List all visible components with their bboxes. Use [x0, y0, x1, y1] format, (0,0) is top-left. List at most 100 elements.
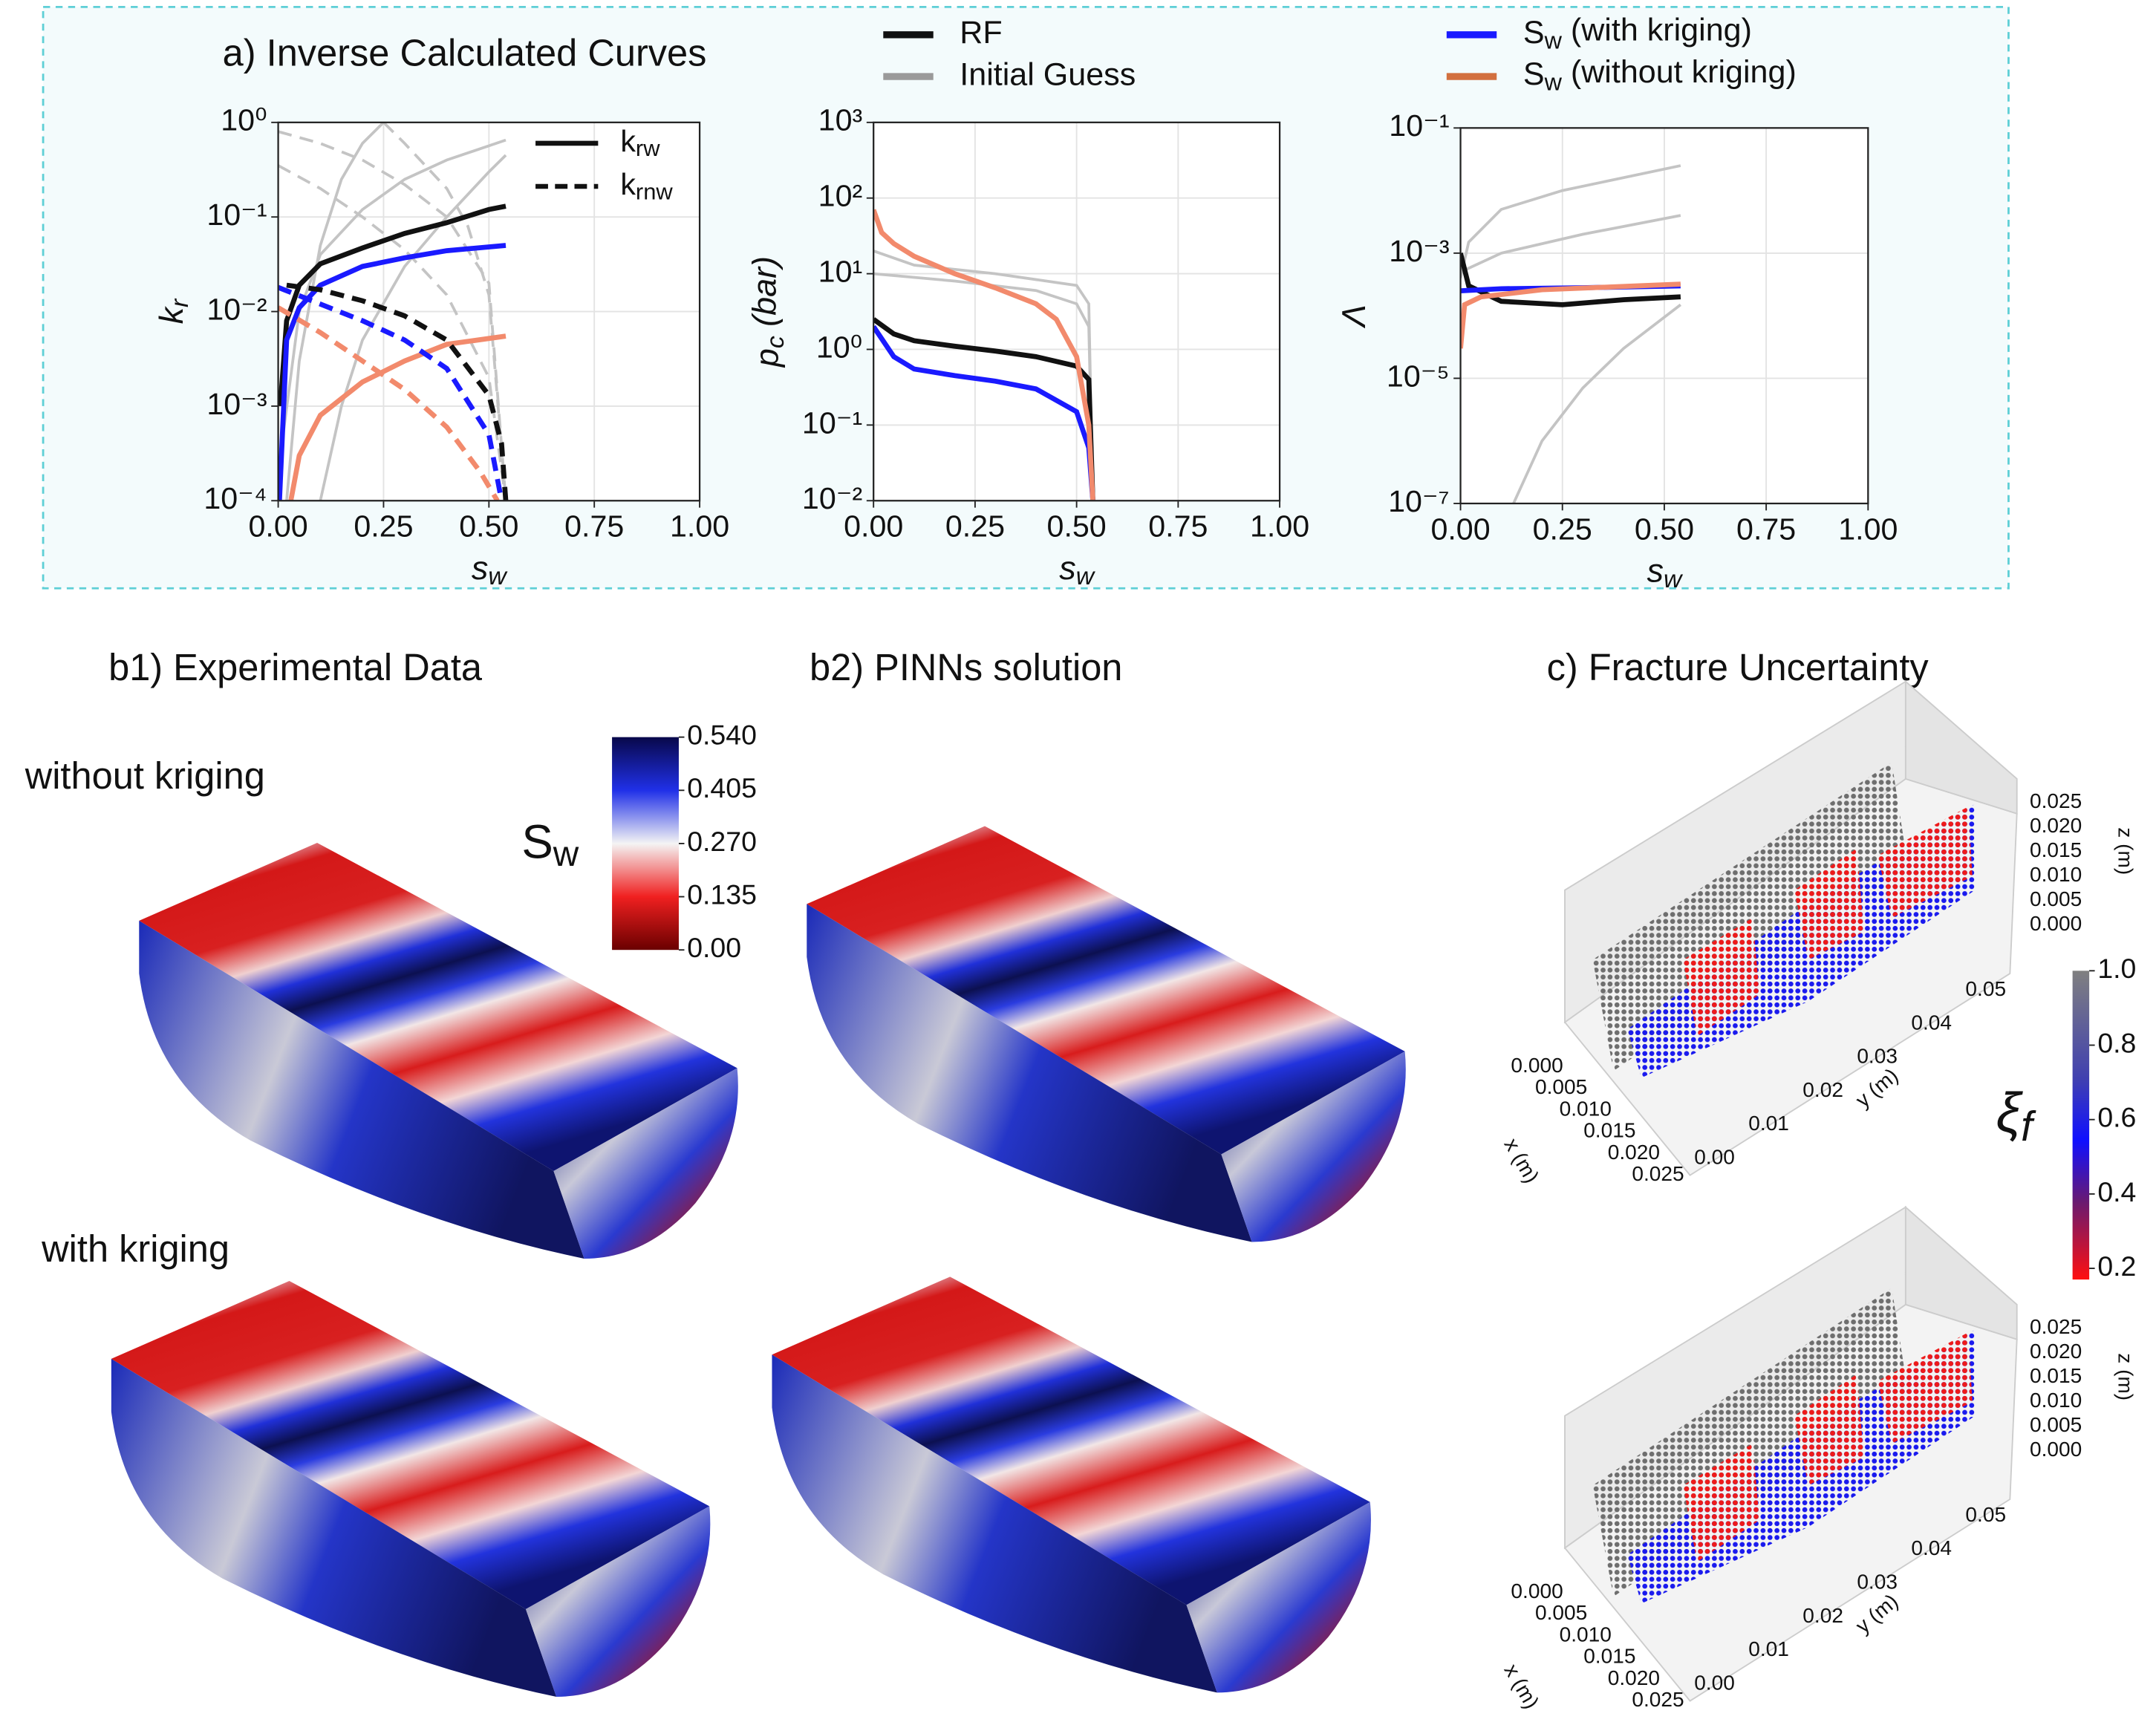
axis3d-tick-label: 0.005	[2030, 887, 2082, 910]
x-tick-label: 0.75	[564, 509, 624, 544]
colorbar-label-part: S	[521, 816, 553, 869]
axis3d-tick-label: 0.000	[1511, 1579, 1563, 1602]
y-tick-label: 10⁻³	[1389, 234, 1449, 268]
axis3d-tick-label: 0.010	[1560, 1623, 1612, 1646]
y-axis-label: kr	[152, 298, 194, 324]
series-line	[278, 203, 507, 407]
axis3d-label: z (m)	[2114, 1353, 2137, 1400]
axis3d-tick-label: 0.005	[1535, 1075, 1587, 1098]
x-tick-label: 0.25	[354, 509, 413, 544]
colorbar-tick-label: 0.540	[687, 720, 757, 751]
plot-frame	[277, 121, 701, 502]
colorbar-tick-label: 1.0	[2097, 953, 2136, 984]
legend-label-part: (with kriging)	[1562, 13, 1752, 48]
series-line	[278, 284, 504, 501]
panel-title: b1) Experimental Data	[108, 646, 483, 688]
axis3d-label: z (m)	[2114, 827, 2137, 875]
legend-label-part: rw	[636, 135, 660, 161]
colorbar-label-part: f	[2021, 1103, 2036, 1150]
axis3d-tick-label: 0.015	[1583, 1645, 1635, 1668]
colorbar-tick-label: 0.2	[2097, 1250, 2136, 1282]
series-line	[382, 122, 507, 501]
series-line	[278, 164, 507, 501]
series-group	[873, 209, 1095, 501]
x-tick-label: 0.50	[459, 509, 518, 544]
x-tick-label: 0.75	[1736, 512, 1796, 546]
axis3d-tick-label: 0.05	[1965, 1503, 2006, 1526]
series-line	[1460, 164, 1681, 278]
x-axis-label-part: w	[488, 562, 508, 590]
axis3d-tick-label: 0.020	[2030, 1340, 2082, 1363]
x-axis-label-part: s	[472, 549, 488, 587]
legend-label-part: (without kriging)	[1562, 54, 1797, 90]
y-tick-label: 10⁻¹	[802, 405, 862, 440]
row-label: with kriging	[41, 1227, 229, 1270]
y-tick-label: 10³	[818, 103, 863, 137]
axis3d-tick-label: 0.05	[1965, 977, 2006, 1000]
axis3d-tick-label: 0.03	[1857, 1571, 1898, 1594]
y-axis-label-part: r	[166, 298, 194, 307]
x-axis-label-part: s	[1647, 552, 1664, 590]
x-tick-label: 1.00	[1250, 509, 1309, 544]
legend-label: Initial Guess	[960, 56, 1136, 92]
axis3d-label: y (m)	[1852, 1589, 1903, 1637]
axis3d-tick-label: 0.010	[2030, 1389, 2082, 1412]
x-tick-label: 0.25	[1533, 512, 1592, 546]
legend-label: RF	[960, 15, 1002, 50]
y-axis-label: Λ	[1335, 304, 1372, 329]
series-group	[1460, 164, 1682, 504]
saturation-block	[772, 1276, 1371, 1693]
axis3d-tick-label: 0.010	[2030, 863, 2082, 886]
colorbar-tick-label: 0.135	[687, 878, 757, 910]
axis3d-label: y (m)	[1852, 1063, 1903, 1112]
saturation-block	[111, 1280, 711, 1697]
axis3d-tick-label: 0.000	[2030, 912, 2082, 935]
series-line	[873, 272, 1095, 501]
series-line	[286, 282, 509, 501]
y-tick-label: 10⁰	[221, 103, 267, 137]
x-tick-label: 0.50	[1047, 509, 1107, 544]
axis3d-tick-label: 0.04	[1911, 1536, 1952, 1559]
x-axis-label: sw	[1647, 552, 1684, 593]
series-line	[319, 154, 507, 501]
x-tick-label: 1.00	[670, 509, 729, 544]
axis3d-tick-label: 0.020	[1608, 1666, 1660, 1689]
legend-label: krnw	[620, 167, 673, 205]
y-tick-label: 10⁻¹	[1389, 108, 1449, 143]
legend-label-part: k	[620, 167, 636, 201]
series-line	[1460, 281, 1681, 349]
axis3d-tick-label: 0.025	[2030, 789, 2082, 812]
x-tick-label: 0.25	[945, 509, 1005, 544]
legend-label-part: S	[1523, 56, 1545, 92]
fracture-scatter	[1564, 680, 2018, 1176]
plot-frame	[1459, 127, 1869, 505]
series-line	[278, 130, 507, 501]
legend-label-part: k	[620, 124, 636, 158]
axis3d-label: x (m)	[1499, 1134, 1543, 1187]
legend-label-part: w	[1544, 68, 1563, 95]
colorbar-label: ξf	[1996, 1081, 2036, 1150]
legend-label: Sw (without kriging)	[1523, 54, 1797, 95]
colorbar-tick-label: 0.6	[2097, 1102, 2136, 1133]
axis3d-tick-label: 0.000	[1511, 1054, 1563, 1077]
y-tick-label: 10⁻²	[206, 292, 267, 326]
colorbar-label: Sw	[521, 816, 579, 874]
axis3d-tick-label: 0.025	[1632, 1688, 1684, 1711]
axis3d-tick-label: 0.03	[1857, 1045, 1898, 1068]
axis3d-tick-label: 0.04	[1911, 1011, 1952, 1034]
colorbar-tick-label: 0.4	[2097, 1176, 2136, 1207]
x-tick-label: 0.00	[248, 509, 307, 544]
legend-label-part: w	[1544, 27, 1563, 53]
series-line	[1460, 252, 1681, 307]
y-axis-label-part: c	[761, 336, 789, 348]
x-axis-label: sw	[472, 549, 508, 590]
axis3d-tick-label: 0.005	[1535, 1601, 1587, 1624]
panel-title: c) Fracture Uncertainty	[1547, 646, 1929, 688]
colorbar-tick-label: 0.270	[687, 826, 757, 857]
colorbar-label-part: w	[553, 835, 579, 874]
axis3d-tick-label: 0.010	[1560, 1097, 1612, 1120]
series-line	[1460, 214, 1681, 273]
y-axis-label-part: p	[748, 348, 786, 368]
